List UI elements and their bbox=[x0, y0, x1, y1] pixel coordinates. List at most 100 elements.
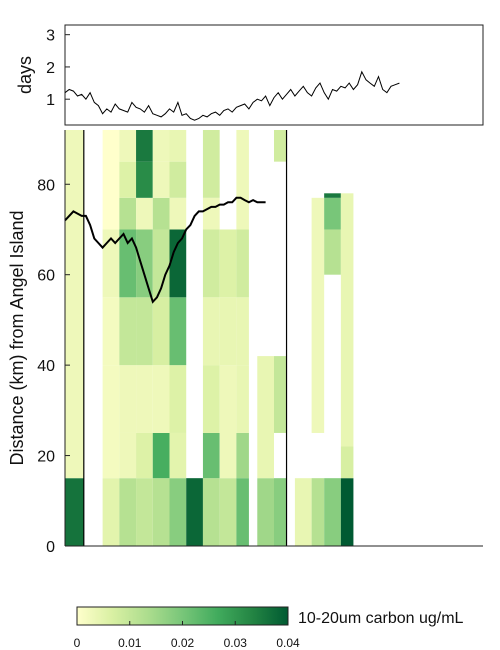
heatmap-cell bbox=[219, 365, 237, 479]
reference-lines bbox=[83, 130, 288, 546]
heatmap-cell bbox=[324, 229, 341, 275]
heatmap-cell bbox=[294, 478, 312, 546]
colorbar: 0 0.01 0.02 0.03 0.04 10-20um carbon ug/mL bbox=[74, 606, 464, 650]
heatmap-cell bbox=[119, 478, 137, 546]
colorbar-label: 10-20um carbon ug/mL bbox=[298, 610, 464, 627]
heatmap-cell bbox=[136, 365, 153, 433]
heatmap-cell bbox=[202, 130, 220, 198]
heatmap-cells bbox=[65, 130, 354, 546]
days-series-line bbox=[64, 70, 400, 121]
heatmap-cell bbox=[324, 193, 341, 198]
heatmap-cell bbox=[119, 197, 137, 230]
heatmap-cell bbox=[236, 297, 249, 366]
heatmap-cell bbox=[202, 297, 220, 366]
days-y-ticks: 1 2 3 bbox=[46, 28, 70, 109]
heatmap-cell bbox=[236, 229, 249, 298]
heatmap-cell bbox=[202, 432, 220, 479]
heatmap-cell bbox=[169, 432, 187, 479]
heatmap-cell bbox=[274, 478, 287, 546]
heatmap-cell bbox=[202, 478, 220, 546]
heatmap-cell bbox=[119, 229, 137, 298]
colorbar-tick-label: 0 bbox=[74, 636, 81, 650]
heatmap-cell bbox=[340, 446, 354, 479]
heatmap-cell bbox=[186, 478, 203, 546]
heatmap-cell bbox=[102, 365, 120, 479]
days-y-tick-label: 3 bbox=[46, 28, 55, 45]
heatmap-cell bbox=[136, 229, 153, 298]
heatmap-cell bbox=[219, 297, 237, 366]
heatmap-cell bbox=[311, 197, 325, 433]
heatmap-cell bbox=[102, 130, 120, 230]
heatmap-cell bbox=[169, 297, 187, 366]
heatmap-cell bbox=[169, 197, 187, 230]
heatmap-cell bbox=[136, 197, 153, 230]
heatmap-cell bbox=[152, 478, 170, 546]
distance-y-tick-label: 80 bbox=[37, 177, 55, 194]
distance-y-tick-label: 0 bbox=[46, 539, 55, 556]
heatmap-cell bbox=[219, 478, 237, 546]
distance-axis-label: Distance (km) from Angel Island bbox=[7, 210, 27, 465]
heatmap-cell bbox=[169, 130, 187, 162]
heatmap-cell bbox=[102, 229, 120, 298]
distance-y-tick-label: 20 bbox=[37, 449, 55, 466]
heatmap-cell bbox=[136, 161, 153, 198]
heatmap-cell bbox=[152, 197, 170, 230]
colorbar-ticks: 0 0.01 0.02 0.03 0.04 bbox=[74, 621, 300, 650]
heatmap-cell bbox=[324, 478, 341, 546]
distance-series-line bbox=[64, 196, 266, 304]
distance-y-ticks: 0 20 40 60 80 bbox=[37, 177, 70, 556]
heatmap-cell bbox=[136, 297, 153, 366]
heatmap-cell bbox=[136, 478, 153, 546]
heatmap-cell bbox=[65, 130, 84, 479]
days-y-tick-label: 1 bbox=[46, 92, 55, 109]
days-y-tick-label: 2 bbox=[46, 60, 55, 77]
heatmap-cell bbox=[340, 478, 354, 546]
heatmap-cell bbox=[169, 229, 187, 298]
heatmap-cell bbox=[169, 365, 187, 433]
heatmap-cell bbox=[119, 297, 137, 366]
heatmap-cell bbox=[152, 432, 170, 479]
heatmap-cell bbox=[324, 197, 341, 230]
heatmap-cell bbox=[119, 432, 137, 479]
heatmap-cell bbox=[202, 229, 220, 298]
colorbar-tick-label: 0.02 bbox=[171, 636, 195, 650]
heatmap-cell bbox=[119, 365, 137, 433]
heatmap-cell bbox=[202, 197, 220, 230]
heatmap-cell bbox=[257, 356, 274, 479]
heatmap-cell bbox=[236, 478, 249, 546]
colorbar-tick-label: 0.04 bbox=[276, 636, 300, 650]
heatmap-cell bbox=[102, 478, 120, 546]
days-plot-frame bbox=[64, 24, 484, 126]
heatmap-cell bbox=[136, 432, 153, 479]
heatmap-cell bbox=[202, 365, 220, 433]
heatmap-cell bbox=[152, 130, 170, 162]
distance-panel: Distance (km) from Angel Island 0 20 40 60 8… bbox=[7, 130, 483, 556]
heatmap-cell bbox=[152, 229, 170, 298]
heatmap-cell bbox=[152, 297, 170, 366]
heatmap-cell bbox=[169, 478, 187, 546]
heatmap-cell bbox=[311, 478, 325, 546]
heatmap-cell bbox=[152, 161, 170, 198]
heatmap-cell bbox=[119, 161, 137, 198]
days-panel: days 1 2 3 bbox=[15, 24, 484, 126]
heatmap-cell bbox=[152, 365, 170, 433]
distance-y-tick-label: 60 bbox=[37, 268, 55, 285]
days-axis-label: days bbox=[15, 56, 35, 94]
heatmap-cell bbox=[102, 297, 120, 366]
colorbar-tick-label: 0.01 bbox=[118, 636, 142, 650]
heatmap-cell bbox=[169, 161, 187, 198]
heatmap-cell bbox=[340, 193, 354, 447]
heatmap-cell bbox=[65, 478, 84, 546]
heatmap-cell bbox=[274, 356, 287, 433]
heatmap-cell bbox=[236, 365, 249, 433]
heatmap-cell bbox=[236, 130, 249, 230]
heatmap-cell bbox=[219, 229, 237, 298]
heatmap-cell bbox=[274, 130, 287, 162]
heatmap-cell bbox=[257, 478, 274, 546]
colorbar-tick-label: 0.03 bbox=[224, 636, 248, 650]
heatmap-cell bbox=[136, 130, 153, 162]
heatmap-cell bbox=[119, 130, 137, 162]
distance-y-tick-label: 40 bbox=[37, 358, 55, 375]
heatmap-cell bbox=[236, 432, 249, 479]
